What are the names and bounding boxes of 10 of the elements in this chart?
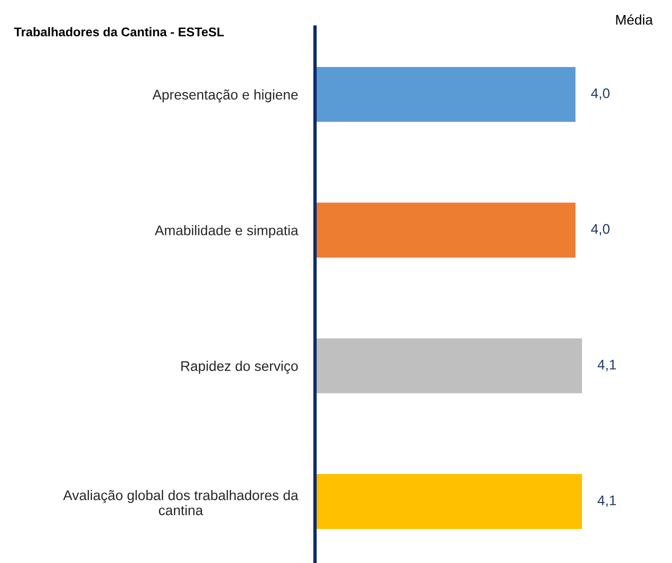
y-tick-label: Apresentação e higiene (152, 89, 298, 102)
text: Média (616, 14, 653, 25)
text: Trabalhadores da Cantina - ESTeSL (14, 27, 224, 36)
data-label: 4,0 (591, 88, 610, 100)
data-label: 4,0 (591, 224, 610, 236)
data-label: 4,1 (598, 360, 616, 372)
y-tick-label: Amabilidade e simpatia (154, 225, 298, 238)
data-label: 4,1 (598, 496, 616, 507)
y-tick-label: Avaliação global dos trabalhadores da cantina (63, 490, 298, 516)
y-tick-label: Rapidez do serviço (181, 360, 298, 374)
